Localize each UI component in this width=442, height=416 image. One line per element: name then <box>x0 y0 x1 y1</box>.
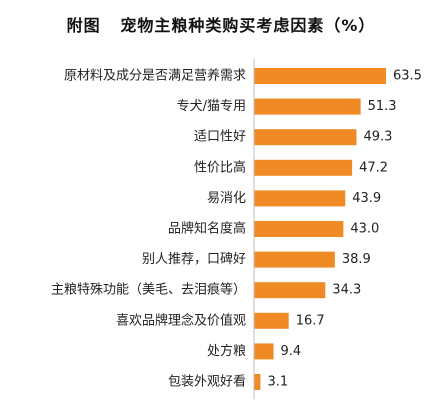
value-label: 43.9 <box>352 191 381 206</box>
bar <box>254 343 274 360</box>
bar <box>254 98 361 115</box>
category-label: 喜欢品牌理念及价值观 <box>116 312 246 328</box>
bar <box>254 159 353 176</box>
category-label: 专犬/猫专用 <box>177 99 246 114</box>
bar <box>254 68 386 84</box>
value-label: 9.4 <box>281 344 302 359</box>
value-label: 16.7 <box>296 313 325 328</box>
value-label: 51.3 <box>368 99 397 114</box>
category-label: 适口性好 <box>194 130 246 145</box>
bar <box>254 251 335 268</box>
category-label: 原材料及成分是否满足营养需求 <box>64 68 246 84</box>
value-label: 43.0 <box>350 222 379 237</box>
value-label: 63.5 <box>393 69 422 84</box>
category-label: 处方粮 <box>207 343 246 359</box>
category-label: 品牌知名度高 <box>168 221 246 237</box>
bar <box>254 374 261 390</box>
value-label: 38.9 <box>342 252 371 267</box>
value-label: 3.1 <box>267 375 288 390</box>
bar <box>254 129 357 146</box>
value-label: 47.2 <box>359 160 388 175</box>
category-label: 包装外观好看 <box>168 374 246 390</box>
category-label: 主粮特殊功能（美毛、去泪痕等） <box>51 282 246 298</box>
bar <box>254 312 289 329</box>
bar <box>254 190 346 207</box>
bar <box>254 221 344 237</box>
category-label: 别人推荐，口碑好 <box>142 251 246 267</box>
value-label: 34.3 <box>332 283 361 298</box>
category-label: 易消化 <box>207 191 246 206</box>
value-label: 49.3 <box>363 130 392 145</box>
category-label: 性价比高 <box>194 159 246 175</box>
chart-title: 附图 宠物主粮种类购买考虑因素（%） <box>66 16 376 35</box>
bar <box>254 282 326 299</box>
